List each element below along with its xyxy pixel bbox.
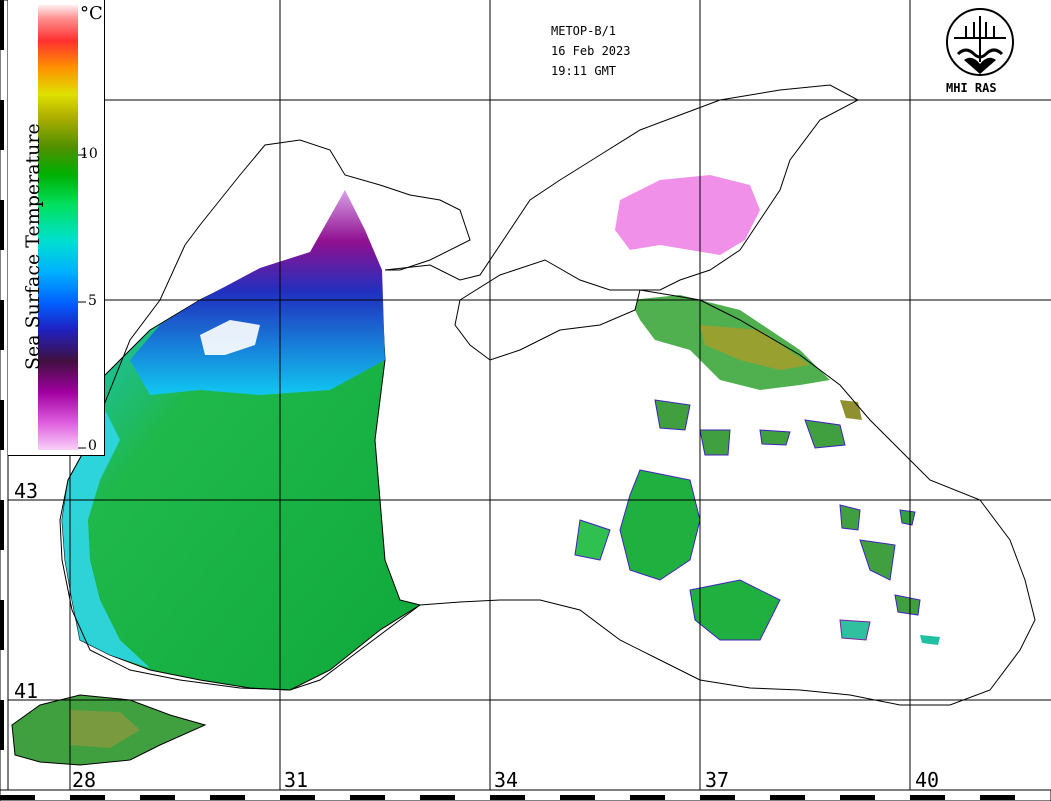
sst-east-sea: [574, 295, 940, 645]
lon-label-28: 28: [72, 768, 97, 792]
lat-label-43: 43: [14, 479, 39, 503]
coastline: [59, 84, 1036, 706]
legend-unit: °C: [80, 3, 103, 24]
time-label: 19:11 GMT: [551, 64, 617, 78]
sst-marmara-inner: [70, 710, 140, 748]
satellite-label: METOP-B/1: [551, 24, 617, 38]
sst-azov-sea: [615, 175, 760, 255]
lon-label-37: 37: [705, 768, 730, 792]
legend-tick-0: 0: [88, 438, 97, 454]
sst-legend: Sea Surface Temperature °C 10 5 0: [8, 0, 105, 456]
lon-label-31: 31: [284, 768, 309, 792]
legend-tick-10: 10: [80, 146, 98, 162]
colorbar: [38, 5, 86, 450]
lon-label-40: 40: [915, 768, 940, 792]
lat-label-41: 41: [14, 679, 39, 703]
bottom-scale-bar: [0, 789, 1051, 801]
legend-title: Sea Surface Temperature: [22, 123, 44, 370]
sst-west-sea: [61, 190, 422, 691]
date-label: 16 Feb 2023: [551, 44, 631, 58]
mhi-ras-logo-icon: MHI RAS: [944, 8, 1016, 98]
left-scale-bar: [0, 0, 9, 791]
legend-tick-5: 5: [88, 293, 97, 309]
lon-label-34: 34: [494, 768, 519, 792]
crimea-land: [454, 259, 641, 361]
logo-label: MHI RAS: [946, 81, 997, 95]
